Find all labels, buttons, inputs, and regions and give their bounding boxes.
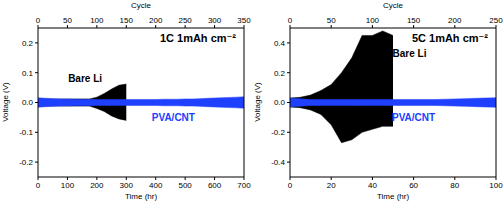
svg-text:400: 400: [149, 181, 163, 190]
svg-text:PVA/CNT: PVA/CNT: [152, 112, 195, 123]
svg-text:200: 200: [448, 16, 462, 25]
svg-text:0.1: 0.1: [22, 69, 34, 78]
svg-text:100: 100: [489, 181, 496, 190]
svg-text:-0.2: -0.2: [19, 158, 33, 167]
svg-text:100: 100: [366, 16, 380, 25]
svg-text:350: 350: [237, 16, 251, 25]
svg-text:-0.1: -0.1: [19, 128, 33, 137]
svg-text:0.4: 0.4: [274, 39, 286, 48]
svg-text:150: 150: [120, 16, 134, 25]
html-text:Time (hr): Time (hr): [376, 192, 410, 201]
svg-text:300: 300: [120, 181, 134, 190]
svg-text:0.0: 0.0: [22, 98, 34, 107]
svg-text:60: 60: [409, 181, 418, 190]
svg-text:600: 600: [208, 181, 222, 190]
svg-text:Bare Li: Bare Li: [393, 48, 427, 59]
svg-text:0: 0: [288, 16, 293, 25]
svg-text:Bare Li: Bare Li: [68, 73, 102, 84]
svg-text:0.0: 0.0: [274, 98, 286, 107]
svg-text:-0.4: -0.4: [271, 158, 285, 167]
svg-text:200: 200: [149, 16, 163, 25]
svg-text:0: 0: [36, 181, 41, 190]
html-text:Voltage (V): Voltage (V): [253, 81, 262, 122]
svg-text:40: 40: [368, 181, 377, 190]
svg-text:150: 150: [407, 16, 421, 25]
svg-text:50: 50: [63, 16, 72, 25]
svg-text:700: 700: [237, 181, 251, 190]
html-text:Voltage (V): Voltage (V): [1, 81, 10, 122]
svg-text:0: 0: [288, 181, 293, 190]
svg-text:80: 80: [450, 181, 459, 190]
svg-text:500: 500: [178, 181, 192, 190]
svg-text:PVA/CNT: PVA/CNT: [392, 112, 435, 123]
svg-text:200: 200: [90, 181, 104, 190]
svg-text:100: 100: [61, 181, 75, 190]
svg-text:250: 250: [489, 16, 496, 25]
svg-text:300: 300: [208, 16, 222, 25]
svg-text:20: 20: [327, 181, 336, 190]
svg-text:0: 0: [36, 16, 41, 25]
svg-text:0.2: 0.2: [274, 69, 286, 78]
html-text:1C 1mAh cm⁻²: 1C 1mAh cm⁻²: [159, 32, 236, 44]
svg-text:-0.2: -0.2: [271, 128, 285, 137]
svg-text:100: 100: [90, 16, 104, 25]
svg-text:250: 250: [178, 16, 192, 25]
html-text:5C 1mAh cm⁻²: 5C 1mAh cm⁻²: [411, 32, 488, 44]
svg-text:50: 50: [327, 16, 336, 25]
html-text:Time (hr): Time (hr): [124, 192, 158, 201]
html-text:Cycle: Cycle: [131, 1, 151, 10]
html-text:Cycle: Cycle: [383, 1, 403, 10]
svg-text:0.2: 0.2: [22, 39, 34, 48]
